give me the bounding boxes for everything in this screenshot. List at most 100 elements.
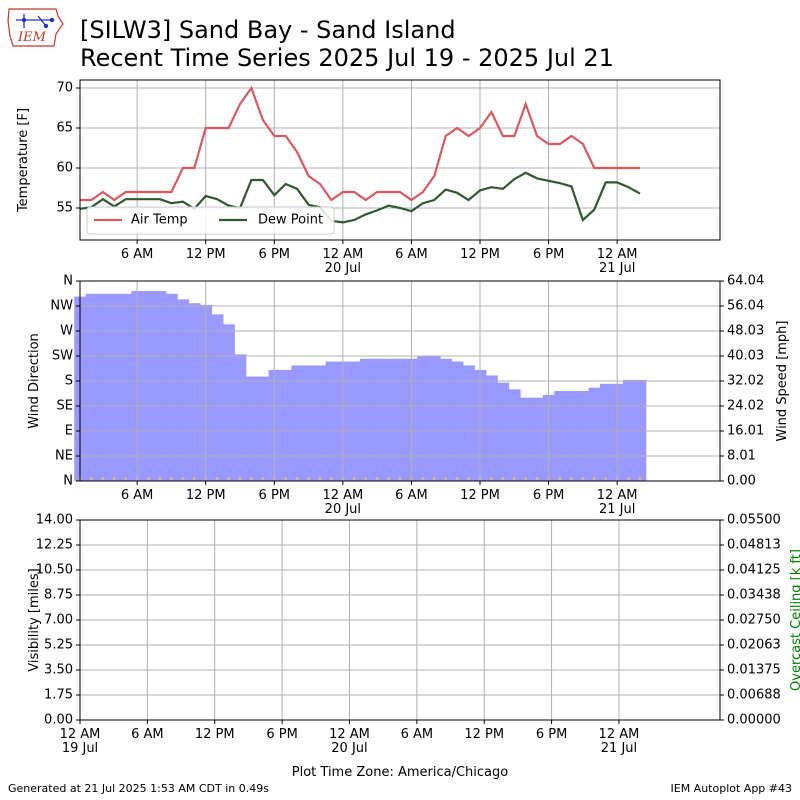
y-axis-label: Visibility [miles] (27, 568, 42, 671)
logo-text: IEM (18, 30, 46, 45)
y-tick-label: 60 (56, 161, 73, 176)
wind-speed-point (101, 477, 105, 480)
y-tick-label: SE (57, 399, 73, 414)
wind-direction-bar (245, 376, 258, 481)
y2-tick-label: 0.05500 (727, 513, 781, 528)
wind-speed-point (524, 477, 528, 480)
x-tick-label: 12 PM (464, 727, 504, 742)
y2-axis-label: Overcast Ceiling [k ft] (789, 549, 800, 691)
y-tick-label: 1.75 (44, 688, 73, 703)
wind-speed-point (158, 477, 162, 480)
wind-speed-point (112, 477, 116, 480)
legend-box (86, 206, 335, 235)
wind-speed-point (215, 477, 219, 480)
y2-tick-label: 0.00000 (727, 713, 781, 728)
axes-frame (79, 79, 721, 241)
x-tick-label: 12 AM (329, 727, 370, 742)
y-tick-label: 70 (56, 81, 73, 96)
iowa-map-icon (7, 8, 64, 47)
wind-speed-point (444, 477, 448, 480)
y-tick-label: 7.00 (44, 613, 73, 628)
wind-speed-point (501, 477, 505, 480)
wind-direction-bar (142, 291, 155, 481)
wind-speed-point (627, 477, 630, 480)
y-tick-label: NE (55, 449, 73, 464)
y2-axis-label: Wind Speed [mph] (775, 321, 790, 442)
wind-speed-point (147, 477, 150, 480)
y2-tick-label: 40.03 (727, 348, 764, 363)
wind-direction-bar (371, 358, 384, 481)
wind-direction-bar (577, 391, 590, 481)
wind-direction-bar (497, 382, 510, 481)
y2-tick-label: 0.04813 (727, 538, 781, 553)
wind-speed-point (352, 477, 356, 480)
wind-direction-bar (188, 303, 201, 481)
wind-speed-point (238, 477, 242, 480)
x-tick-label: 12 AM (597, 247, 638, 262)
y-tick-label: E (65, 424, 73, 439)
x-tick-label: 20 Jul (325, 502, 361, 517)
x-tick-label: 12 AM (597, 488, 638, 503)
y2-tick-label: 16.01 (727, 424, 764, 439)
y-tick-label: 5.25 (44, 638, 73, 653)
wind-speed-point (192, 477, 196, 480)
wind-speed-point (421, 477, 425, 480)
generated-note: Generated at 21 Jul 2025 1:53 AM CDT in … (8, 782, 269, 795)
y2-tick-label: 8.01 (727, 448, 756, 463)
y2-tick-label: 0.01375 (727, 663, 781, 678)
wind-direction-bar (85, 293, 98, 481)
wind-direction-bar (382, 358, 395, 481)
y2-tick-label: 48.03 (727, 324, 764, 339)
wind-speed-point (398, 477, 402, 480)
wind-speed-point (432, 477, 436, 480)
wind-direction-bar (634, 379, 647, 481)
x-tick-label: 12 PM (195, 727, 235, 742)
wind-speed-point (295, 477, 299, 480)
wind-speed-point (318, 477, 322, 480)
x-tick-label: 6 AM (121, 488, 154, 503)
x-tick-label: 12 AM (322, 488, 363, 503)
panel-3: 0.00 1.75 3.50 5.25 7.00 8.75 10.50 12.25 14.00 0… (27, 513, 800, 781)
wind-direction-bar (348, 361, 361, 481)
y-axis-label: Wind Direction (27, 333, 42, 429)
wind-speed-point (124, 477, 128, 480)
wind-speed-point (592, 477, 596, 480)
x-tick-label: 19 Jul (62, 741, 98, 756)
wind-direction-bar (485, 375, 498, 481)
y2-tick-label: 0.00 (727, 474, 756, 489)
wind-speed-point (227, 477, 230, 480)
wind-direction-bar (520, 397, 533, 481)
wind-speed-point (604, 477, 608, 480)
x-tick-label: 6 PM (266, 727, 297, 742)
wind-direction-bar (554, 391, 567, 481)
wind-direction-bar (325, 361, 338, 481)
wind-direction-bar (440, 358, 453, 481)
legend-label-dew-point: Dew Point (258, 213, 323, 228)
legend: Air Temp Dew Point (86, 206, 335, 235)
y-tick-label: N (63, 474, 73, 489)
wind-speed-point (570, 477, 573, 480)
x-tick-label: 12 PM (186, 247, 226, 262)
wind-speed-point (364, 477, 368, 480)
x-tick-label: 20 Jul (325, 261, 361, 276)
wind-direction-bar (280, 369, 293, 481)
wind-direction-bar (531, 397, 544, 481)
x-tick-label: 6 AM (395, 488, 428, 503)
y2-tick-label: 0.02750 (727, 613, 781, 628)
wind-direction-bar (417, 356, 430, 481)
x-tick-label: 6 AM (121, 247, 154, 262)
wind-speed-point (261, 477, 265, 480)
x-tick-label: 21 Jul (599, 502, 635, 517)
y-tick-label: 12.25 (36, 538, 73, 553)
wind-speed-point (284, 477, 288, 480)
y2-tick-label: 32.02 (727, 374, 764, 389)
y-tick-label: 10.50 (36, 563, 73, 578)
wind-direction-bar (588, 387, 601, 481)
y-tick-label: N (63, 274, 73, 289)
wind-speed-point (307, 477, 310, 480)
wind-direction-bar (222, 324, 235, 481)
x-tick-label: 6 PM (259, 488, 290, 503)
wind-direction-bar (302, 365, 315, 481)
wind-direction-bar (565, 391, 578, 481)
wind-speed-point (581, 477, 585, 480)
